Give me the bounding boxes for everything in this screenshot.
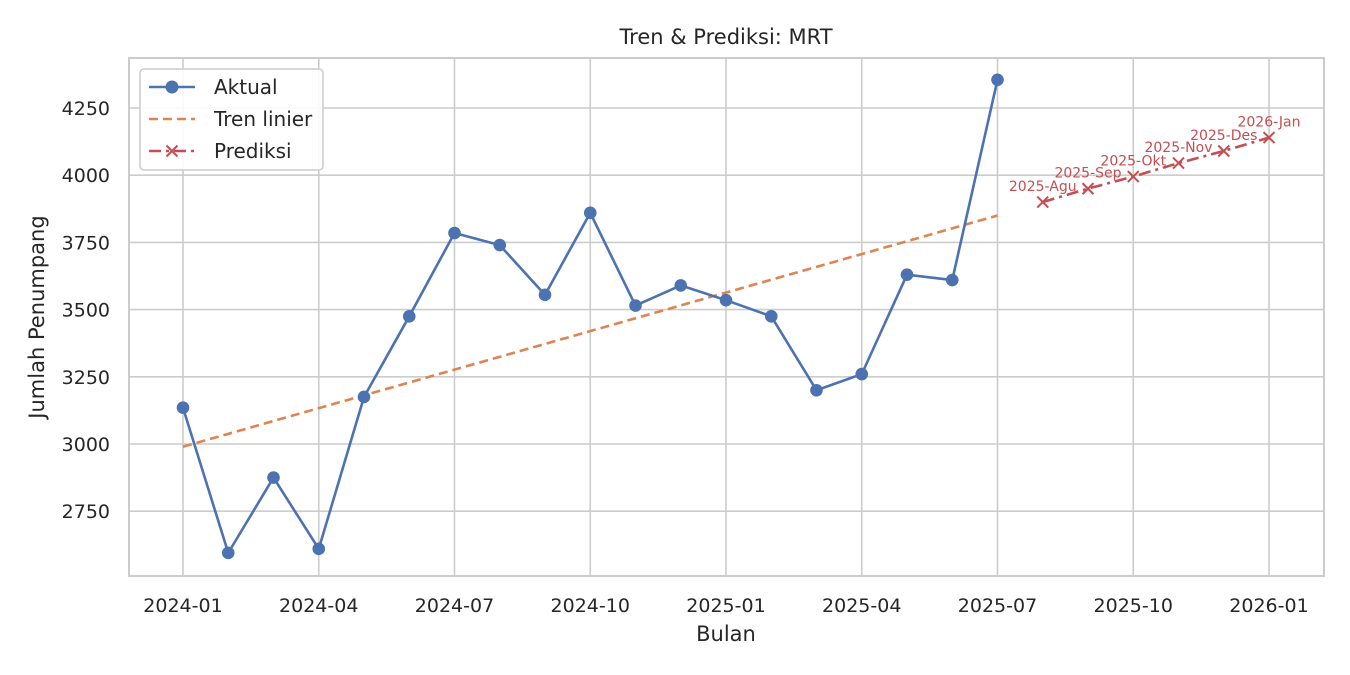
prediction-point-label: 2025-Des xyxy=(1190,128,1257,144)
actual-point xyxy=(945,273,959,287)
legend-label-trend: Tren linier xyxy=(213,107,313,131)
actual-point xyxy=(991,73,1004,87)
legend: Aktual Tren linier Prediksi xyxy=(139,68,324,171)
x-tick-label: 2025-01 xyxy=(686,595,765,617)
x-axis-title: Bulan xyxy=(696,622,756,646)
actual-point xyxy=(810,383,823,397)
y-tick-label: 3500 xyxy=(62,300,110,322)
grid xyxy=(129,58,1324,576)
x-tick-label: 2026-01 xyxy=(1229,595,1308,617)
legend-marker-actual xyxy=(165,80,179,94)
x-tick-label: 2024-10 xyxy=(551,595,630,617)
actual-point xyxy=(583,206,597,220)
legend-marker-prediction xyxy=(165,144,179,158)
actual-point xyxy=(900,268,914,281)
prediction-line xyxy=(1042,136,1270,204)
trend-line xyxy=(182,214,998,448)
actual-point xyxy=(629,299,642,312)
x-tick-label: 2025-07 xyxy=(958,595,1037,617)
actual-point xyxy=(448,226,461,240)
prediction-point-label: 2025-Agu xyxy=(1009,179,1077,195)
prediction-point xyxy=(1081,182,1095,195)
series-layer xyxy=(176,73,1276,560)
y-tick-label: 4250 xyxy=(62,98,110,120)
y-axis-title: Jumlah Penumpang xyxy=(25,215,49,420)
x-tick-label: 2024-04 xyxy=(279,595,358,617)
actual-point xyxy=(221,546,235,560)
prediction-point-label: 2025-Nov xyxy=(1144,140,1212,156)
prediction-point xyxy=(1172,156,1185,170)
actual-point xyxy=(402,310,416,323)
prediction-point xyxy=(1262,131,1276,144)
actual-point xyxy=(719,293,733,307)
actual-point xyxy=(855,367,869,381)
prediction-point-label: 2026-Jan xyxy=(1237,115,1300,131)
prediction-labels: 2025-Agu2025-Sep2025-Okt2025-Nov2025-Des… xyxy=(1009,115,1301,196)
actual-point xyxy=(312,542,326,556)
actual-point xyxy=(764,310,778,323)
prediction-point-label: 2025-Sep xyxy=(1054,166,1121,182)
legend-box xyxy=(139,68,324,171)
x-tick-label: 2024-07 xyxy=(415,595,494,617)
y-tick-label: 2750 xyxy=(62,501,110,523)
prediction-point xyxy=(1127,170,1140,183)
actual-point xyxy=(267,471,280,484)
y-tick-labels: 2750 3000 3250 3500 3750 4000 4250 xyxy=(62,98,110,523)
x-tick-labels: 2024-01 2024-04 2024-07 2024-10 2025-01 2025-… xyxy=(143,595,1308,617)
chart-title: Tren & Prediksi: MRT xyxy=(618,25,832,49)
legend-label-actual: Aktual xyxy=(214,75,278,99)
actual-point xyxy=(493,238,507,252)
x-tick-label: 2024-01 xyxy=(143,595,222,617)
y-tick-label: 4000 xyxy=(62,165,110,187)
plot-frame xyxy=(128,57,1325,577)
prediction-point-label: 2025-Okt xyxy=(1100,154,1166,170)
legend-label-prediction: Prediksi xyxy=(214,139,292,163)
actual-point xyxy=(674,279,688,292)
y-tick-label: 3000 xyxy=(62,434,110,456)
actual-point xyxy=(176,401,190,415)
x-tick-label: 2025-04 xyxy=(822,595,901,617)
y-tick-label: 3250 xyxy=(62,367,110,389)
y-tick-label: 3750 xyxy=(62,232,110,254)
x-tick-label: 2025-10 xyxy=(1094,595,1173,617)
actual-point xyxy=(538,288,552,302)
prediction-point xyxy=(1217,144,1230,158)
actual-point xyxy=(357,390,371,404)
prediction-point xyxy=(1036,195,1049,209)
